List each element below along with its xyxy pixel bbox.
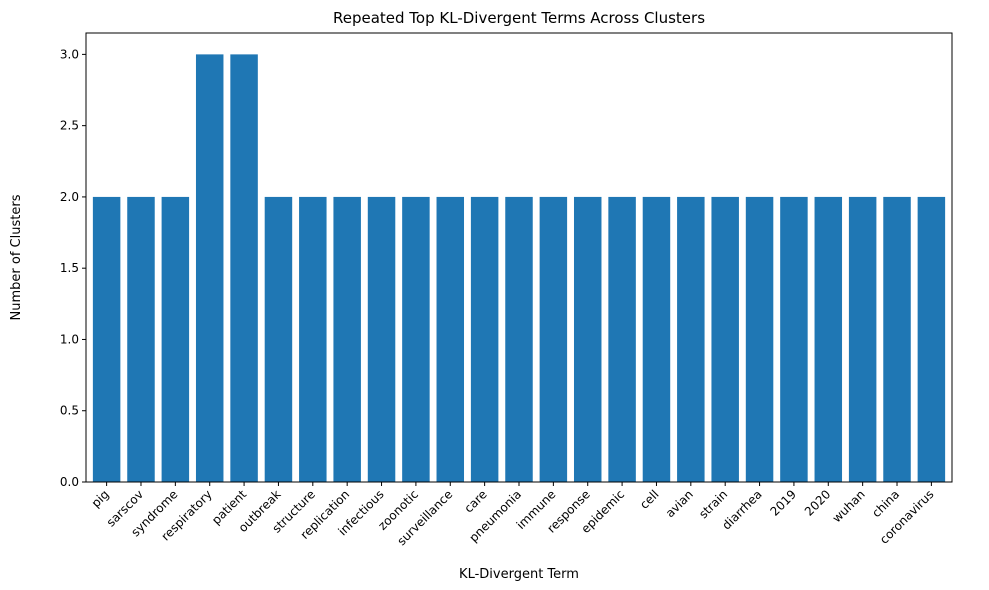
bar-structure: [299, 196, 327, 482]
y-tick-label: 2.5: [60, 119, 79, 133]
bar-replication: [333, 196, 361, 482]
y-tick-label: 3.0: [60, 47, 79, 61]
bar-2019: [780, 196, 808, 482]
chart-title: Repeated Top KL-Divergent Terms Across C…: [333, 9, 705, 27]
x-axis-ticks: pigsarscovsyndromerespiratorypatientoutb…: [89, 482, 937, 548]
y-tick-label: 0.0: [60, 475, 79, 489]
x-tick-label-cell: cell: [637, 487, 662, 512]
x-tick-label-china: china: [869, 487, 902, 520]
bar-surveillance: [436, 196, 465, 482]
bar-diarrhea: [745, 196, 774, 482]
x-tick-label-avian: avian: [663, 487, 696, 520]
x-axis-label: KL-Divergent Term: [459, 567, 579, 582]
bars-group: [92, 54, 946, 482]
x-tick-label-2019: 2019: [768, 487, 799, 518]
bar-outbreak: [264, 196, 293, 482]
bar-patient: [230, 54, 258, 482]
y-axis-label: Number of Clusters: [9, 194, 24, 320]
bar-wuhan: [848, 196, 877, 482]
bar-infectious: [367, 196, 396, 482]
bar-coronavirus: [917, 196, 946, 482]
bar-zoonotic: [402, 196, 430, 482]
y-tick-label: 1.0: [60, 332, 79, 346]
y-tick-label: 1.5: [60, 261, 79, 275]
bar-strain: [711, 196, 739, 482]
x-tick-label-2020: 2020: [802, 487, 833, 518]
x-tick-label-wuhan: wuhan: [830, 487, 868, 525]
bar-pig: [92, 196, 121, 482]
bar-sarscov: [127, 196, 155, 482]
bar-respiratory: [195, 54, 224, 482]
y-tick-label: 2.0: [60, 190, 79, 204]
y-tick-label: 0.5: [60, 404, 79, 418]
y-axis-ticks: 0.0 0.5 1.0 1.5 2.0 2.5 3.0: [60, 47, 86, 489]
plot-frame: [85, 32, 953, 483]
bar-response: [573, 196, 602, 482]
x-tick-label-pig: pig: [89, 487, 112, 510]
bar-2020: [814, 196, 843, 482]
bar-care: [470, 196, 499, 482]
bar-avian: [677, 196, 705, 482]
bar-pneumonia: [505, 196, 533, 482]
bar-epidemic: [608, 196, 636, 482]
x-tick-label-care: care: [461, 487, 489, 515]
bar-cell: [642, 196, 671, 482]
bar-syndrome: [161, 196, 190, 482]
bar-china: [883, 196, 911, 482]
bar-immune: [539, 196, 568, 482]
